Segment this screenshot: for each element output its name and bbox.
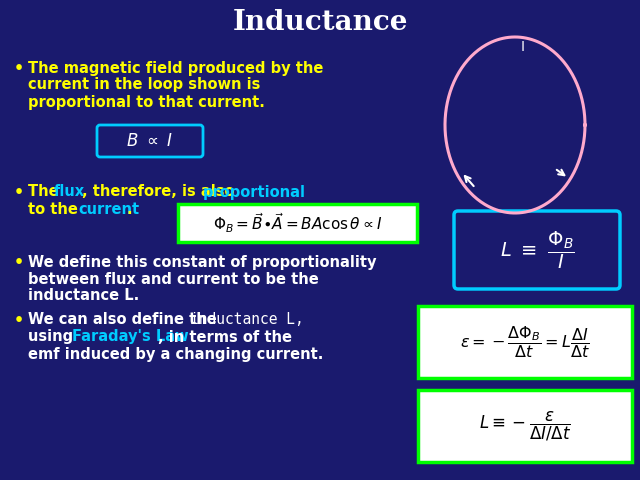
Text: inductance L,: inductance L, [190, 312, 304, 327]
Text: proportional: proportional [203, 184, 306, 200]
Text: current: current [78, 202, 139, 216]
Text: $L \equiv -\dfrac{\varepsilon}{\Delta I/\Delta t}$: $L \equiv -\dfrac{\varepsilon}{\Delta I/… [479, 409, 571, 443]
Text: The magnetic field produced by the: The magnetic field produced by the [28, 60, 323, 75]
Text: $L\ \equiv\ \dfrac{\Phi_B}{I}$: $L\ \equiv\ \dfrac{\Phi_B}{I}$ [500, 229, 575, 271]
Text: I: I [521, 40, 525, 54]
Text: $B\ \propto\ I$: $B\ \propto\ I$ [127, 132, 173, 150]
Text: , in terms of the: , in terms of the [158, 329, 292, 345]
Text: current in the loop shown is: current in the loop shown is [28, 77, 260, 93]
Text: inductance L.: inductance L. [28, 288, 140, 303]
Text: using: using [28, 329, 78, 345]
Text: •: • [14, 254, 24, 269]
Text: We can also define the: We can also define the [28, 312, 222, 327]
Text: We define this constant of proportionality: We define this constant of proportionali… [28, 254, 376, 269]
Text: Faraday's Law: Faraday's Law [72, 329, 189, 345]
Text: $\varepsilon = -\dfrac{\Delta\Phi_B}{\Delta t} = L\dfrac{\Delta I}{\Delta t}$: $\varepsilon = -\dfrac{\Delta\Phi_B}{\De… [460, 324, 590, 360]
Text: , therefore, is also: , therefore, is also [82, 184, 239, 200]
Text: $\Phi_B = \vec{B}{\bullet}\vec{A} = BA\cos\theta\propto I$: $\Phi_B = \vec{B}{\bullet}\vec{A} = BA\c… [213, 211, 382, 235]
Text: flux: flux [54, 184, 85, 200]
FancyBboxPatch shape [454, 211, 620, 289]
Text: •: • [14, 60, 24, 75]
Text: between flux and current to be the: between flux and current to be the [28, 272, 319, 287]
Text: The: The [28, 184, 64, 200]
FancyBboxPatch shape [418, 306, 632, 378]
Text: emf induced by a changing current.: emf induced by a changing current. [28, 347, 323, 361]
Text: proportional to that current.: proportional to that current. [28, 95, 265, 109]
FancyBboxPatch shape [97, 125, 203, 157]
Text: Inductance: Inductance [232, 9, 408, 36]
Text: to the: to the [28, 202, 83, 216]
Text: •: • [14, 184, 24, 200]
Text: •: • [14, 312, 24, 327]
Text: .: . [126, 202, 132, 216]
FancyBboxPatch shape [418, 390, 632, 462]
FancyBboxPatch shape [178, 204, 417, 242]
